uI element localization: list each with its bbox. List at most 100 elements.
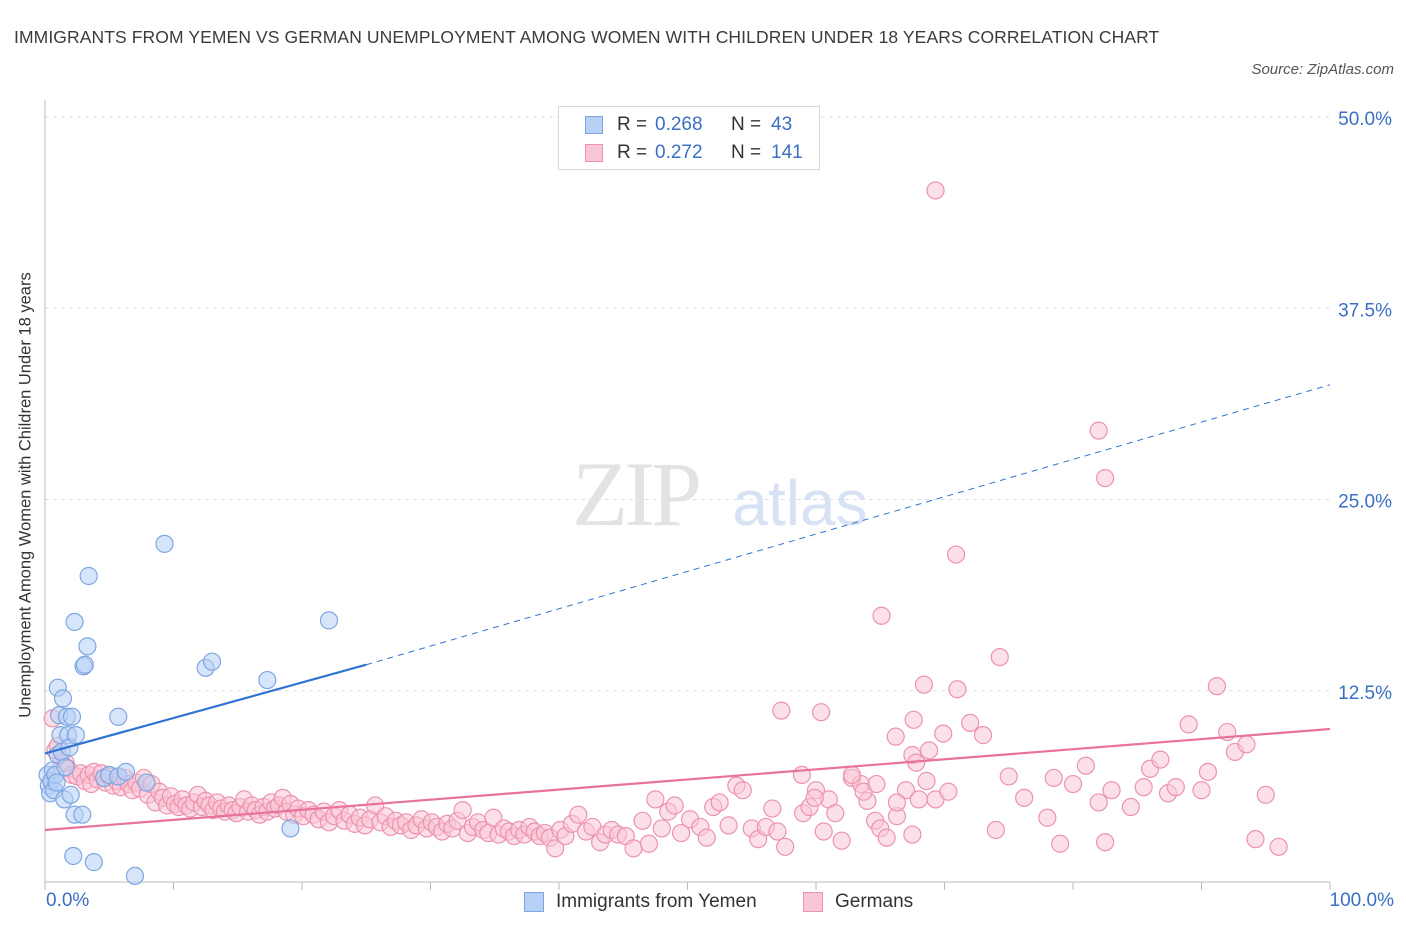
germans-point <box>1166 778 1185 797</box>
germans-point <box>546 839 565 858</box>
legend-swatch-blue <box>585 116 603 134</box>
yemen-point <box>202 652 222 671</box>
bottom-legend-swatch-pink <box>803 892 823 912</box>
germans-point <box>671 823 691 843</box>
germans-point <box>1089 793 1108 812</box>
yemen-point <box>61 785 80 804</box>
source-label: Source: ZipAtlas.com <box>1251 61 1394 78</box>
chart-title: IMMIGRANTS FROM YEMEN VS GERMAN UNEMPLOY… <box>14 27 1160 47</box>
germans-point <box>646 790 665 809</box>
germans-point <box>872 606 891 625</box>
germans-point <box>973 726 993 745</box>
germans-point <box>999 767 1018 786</box>
germans-point <box>805 788 824 807</box>
y-tick-label: 12.5% <box>1338 683 1392 704</box>
germans-point <box>1179 715 1198 734</box>
germans-point <box>1269 837 1288 856</box>
germans-point <box>1015 788 1034 807</box>
yemen-point <box>47 773 66 792</box>
germans-point <box>990 647 1009 667</box>
germans-point <box>624 839 643 858</box>
germans-point <box>948 680 967 699</box>
germans-point <box>867 774 886 794</box>
germans-point <box>934 724 953 743</box>
germans-point <box>877 828 896 847</box>
legend-n-value: 141 <box>771 142 803 163</box>
germans-trend-line <box>44 727 1331 832</box>
germans-point <box>812 703 831 722</box>
germans-point <box>1102 781 1121 800</box>
yemen-point <box>84 853 103 872</box>
germans-point <box>914 675 934 694</box>
y-tick-label: 37.5% <box>1338 300 1392 321</box>
germans-point <box>776 837 795 856</box>
germans-point <box>917 771 936 791</box>
germans-point <box>569 805 588 824</box>
germans-point <box>926 181 945 200</box>
germans-point <box>1076 756 1095 775</box>
germans-point <box>1198 762 1218 781</box>
germans-point <box>1134 778 1153 797</box>
germans-point <box>719 816 738 835</box>
germans-points <box>43 181 1288 858</box>
yemen-point <box>56 758 75 777</box>
yemen-trend-line <box>44 663 367 755</box>
germans-point <box>1121 797 1140 817</box>
yemen-point <box>73 805 92 824</box>
yemen-point <box>281 819 300 838</box>
germans-point <box>842 765 862 785</box>
germans-point <box>697 828 716 847</box>
yemen-point <box>64 846 83 866</box>
germans-point <box>939 782 958 801</box>
germans-point <box>886 727 905 746</box>
germans-point <box>453 800 472 820</box>
germans-point <box>826 804 845 823</box>
legend-n-label: N = <box>731 114 762 135</box>
bottom-legend-germans: Germans <box>803 889 913 915</box>
germans-point <box>639 834 659 853</box>
y-tick-labels: 12.5% 25.0% 37.5% 50.0% <box>1338 109 1392 704</box>
legend-r-label: R = <box>617 114 648 135</box>
yemen-point <box>65 612 84 632</box>
yemen-point <box>109 707 128 726</box>
germans-point <box>1089 421 1108 440</box>
germans-point <box>961 713 980 732</box>
germans-point <box>665 796 684 815</box>
germans-point <box>1044 768 1063 788</box>
germans-point <box>832 831 851 850</box>
germans-point <box>1237 735 1256 754</box>
germans-point <box>1063 774 1083 794</box>
germans-point <box>763 799 782 818</box>
legend-r-label: R = <box>617 142 648 163</box>
x-tick-max: 100.0% <box>1329 890 1394 911</box>
germans-point <box>772 701 791 720</box>
germans-point <box>1246 830 1265 849</box>
stats-legend: R = 0.268 N = 43 R = 0.272 N = 141 <box>558 106 820 170</box>
yemen-point <box>53 689 73 708</box>
watermark-zip: ZIP <box>572 443 699 545</box>
germans-point <box>1192 781 1211 800</box>
legend-swatch-pink <box>585 144 603 162</box>
germans-point <box>1051 834 1070 853</box>
legend-row-germans: R = 0.272 N = 141 <box>585 139 803 167</box>
yemen-point <box>116 762 136 781</box>
germans-point <box>904 710 923 729</box>
yemen-point <box>155 534 174 553</box>
legend-n-value: 43 <box>771 114 793 135</box>
germans-point <box>986 820 1006 840</box>
bottom-legend-swatch-blue <box>524 892 544 912</box>
yemen-point <box>319 611 339 630</box>
germans-point <box>1256 785 1275 804</box>
germans-point <box>946 545 966 564</box>
watermark-atlas: atlas <box>732 467 867 539</box>
yemen-point <box>62 707 82 726</box>
gridlines <box>45 116 1330 692</box>
germans-point <box>919 741 939 760</box>
bottom-legend-label-germans: Germans <box>835 891 914 912</box>
germans-point <box>652 819 671 838</box>
germans-point <box>710 793 729 812</box>
legend-r-value: 0.272 <box>655 142 703 163</box>
yemen-point <box>137 773 156 792</box>
germans-point <box>1151 750 1170 769</box>
